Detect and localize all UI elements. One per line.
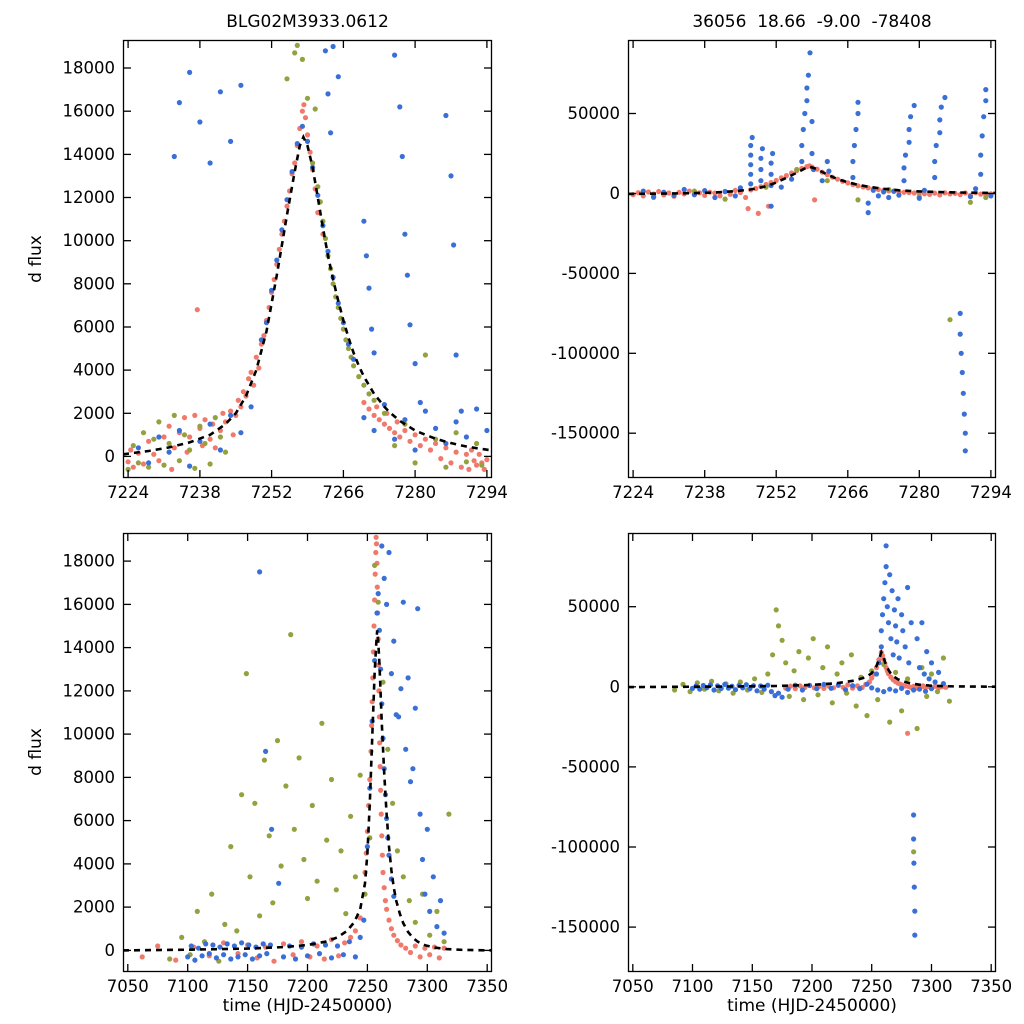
y-tick-label: 10000 xyxy=(63,725,116,744)
y-tick-label: 50000 xyxy=(568,597,621,616)
panel-3: 7050 7100 7150 7200 7250 7300 7350 -150000 -1000… xyxy=(551,532,1012,996)
model-curve xyxy=(123,630,492,952)
plot-area-2 xyxy=(123,534,492,964)
axes-frame xyxy=(122,532,493,973)
panel3-x-axis-label: time (HJD-2450000) xyxy=(222,996,393,1016)
panel-1: 7224 7238 7252 7266 7280 7294 -150000 -100000 -5… xyxy=(551,39,1012,502)
y-tick-label: 16000 xyxy=(63,102,116,121)
panel1-title: BLG02M3933.0612 xyxy=(226,12,389,32)
x-tick-label: 7294 xyxy=(466,483,508,502)
scatter-series-blue xyxy=(689,543,947,938)
panel4-x-axis-label: time (HJD-2450000) xyxy=(727,996,897,1016)
y-tick-label: 0 xyxy=(610,184,621,203)
y-tick-label: 2000 xyxy=(73,404,115,423)
y-tick-label: -100000 xyxy=(551,838,620,857)
x-tick-label: 7050 xyxy=(107,977,149,996)
x-tick-label: 7252 xyxy=(251,483,293,502)
y-tick-label: -50000 xyxy=(562,264,620,283)
y-tick-label: 50000 xyxy=(568,104,621,123)
model-curve xyxy=(628,649,996,689)
scatter-series-blue xyxy=(135,43,490,469)
y-tick-label: 6000 xyxy=(73,318,115,337)
x-tick-label: 7200 xyxy=(287,977,329,996)
x-tick-label: 7266 xyxy=(322,483,364,502)
y-tick-label: 12000 xyxy=(63,681,116,700)
plot-area-1 xyxy=(628,50,996,454)
x-tick-label: 7100 xyxy=(167,977,209,996)
x-tick-label: 7238 xyxy=(179,483,221,502)
y-tick-label: 18000 xyxy=(63,552,116,571)
scatter-series-red xyxy=(125,102,490,472)
x-tick-label: 7300 xyxy=(406,977,448,996)
axes-frame xyxy=(122,39,493,479)
plot-area-0 xyxy=(123,42,492,472)
plot-area-3 xyxy=(628,543,996,938)
scatter-series-green xyxy=(672,607,953,855)
panel2-title: 36056 18.66 -9.00 -78408 xyxy=(692,12,932,32)
x-tick-label: 7150 xyxy=(731,977,773,996)
scatter-series-green xyxy=(167,562,452,964)
x-tick-label: 7350 xyxy=(970,977,1012,996)
y-tick-label: 16000 xyxy=(63,595,116,614)
y-tick-label: -150000 xyxy=(551,424,620,443)
x-tick-label: 7252 xyxy=(755,483,797,502)
axes-frame xyxy=(627,532,997,973)
y-tick-label: 0 xyxy=(105,447,116,466)
y-tick-label: 18000 xyxy=(63,59,116,78)
model-curve xyxy=(628,165,996,196)
x-tick-label: 7238 xyxy=(684,483,726,502)
x-tick-label: 7250 xyxy=(346,977,388,996)
x-tick-label: 7294 xyxy=(970,483,1012,502)
x-tick-label: 7224 xyxy=(107,483,149,502)
panel3-y-axis-label: d flux xyxy=(26,728,46,776)
axes-frame xyxy=(627,39,997,479)
y-tick-label: 2000 xyxy=(73,898,115,917)
scatter-series-red xyxy=(139,534,447,964)
x-tick-label: 7224 xyxy=(612,483,654,502)
y-tick-label: 14000 xyxy=(63,638,116,657)
x-tick-label: 7300 xyxy=(911,977,953,996)
x-tick-label: 7250 xyxy=(851,977,893,996)
x-tick-label: 7100 xyxy=(672,977,714,996)
y-tick-label: 8000 xyxy=(73,274,115,293)
y-tick-label: 0 xyxy=(610,677,621,696)
x-tick-label: 7150 xyxy=(227,977,269,996)
panel-2: 7050 7100 7150 7200 7250 7300 7350 0 2000 4000 600… xyxy=(63,532,508,996)
scatter-series-green xyxy=(125,42,485,472)
x-tick-label: 7280 xyxy=(394,483,436,502)
y-tick-label: 0 xyxy=(105,941,116,960)
panel1-y-axis-label: d flux xyxy=(26,235,46,283)
model-curve xyxy=(123,133,492,456)
y-tick-label: 10000 xyxy=(63,231,116,250)
y-tick-label: 4000 xyxy=(73,854,115,873)
y-tick-label: -50000 xyxy=(562,757,620,776)
x-tick-label: 7280 xyxy=(898,483,940,502)
x-tick-label: 7200 xyxy=(791,977,833,996)
panel-0: 7224 7238 7252 7266 7280 7294 0 2000 4000 6000 800… xyxy=(63,39,508,502)
x-tick-label: 7050 xyxy=(612,977,654,996)
y-tick-label: 4000 xyxy=(73,361,115,380)
y-tick-label: 8000 xyxy=(73,768,115,787)
x-tick-label: 7266 xyxy=(827,483,869,502)
y-tick-label: -150000 xyxy=(551,918,620,937)
scatter-series-blue xyxy=(640,50,994,454)
y-tick-label: 14000 xyxy=(63,145,116,164)
scatter-series-green xyxy=(651,166,989,323)
y-tick-label: 12000 xyxy=(63,188,116,207)
y-tick-label: 6000 xyxy=(73,811,115,830)
x-tick-label: 7350 xyxy=(466,977,508,996)
y-tick-label: -100000 xyxy=(551,344,620,363)
